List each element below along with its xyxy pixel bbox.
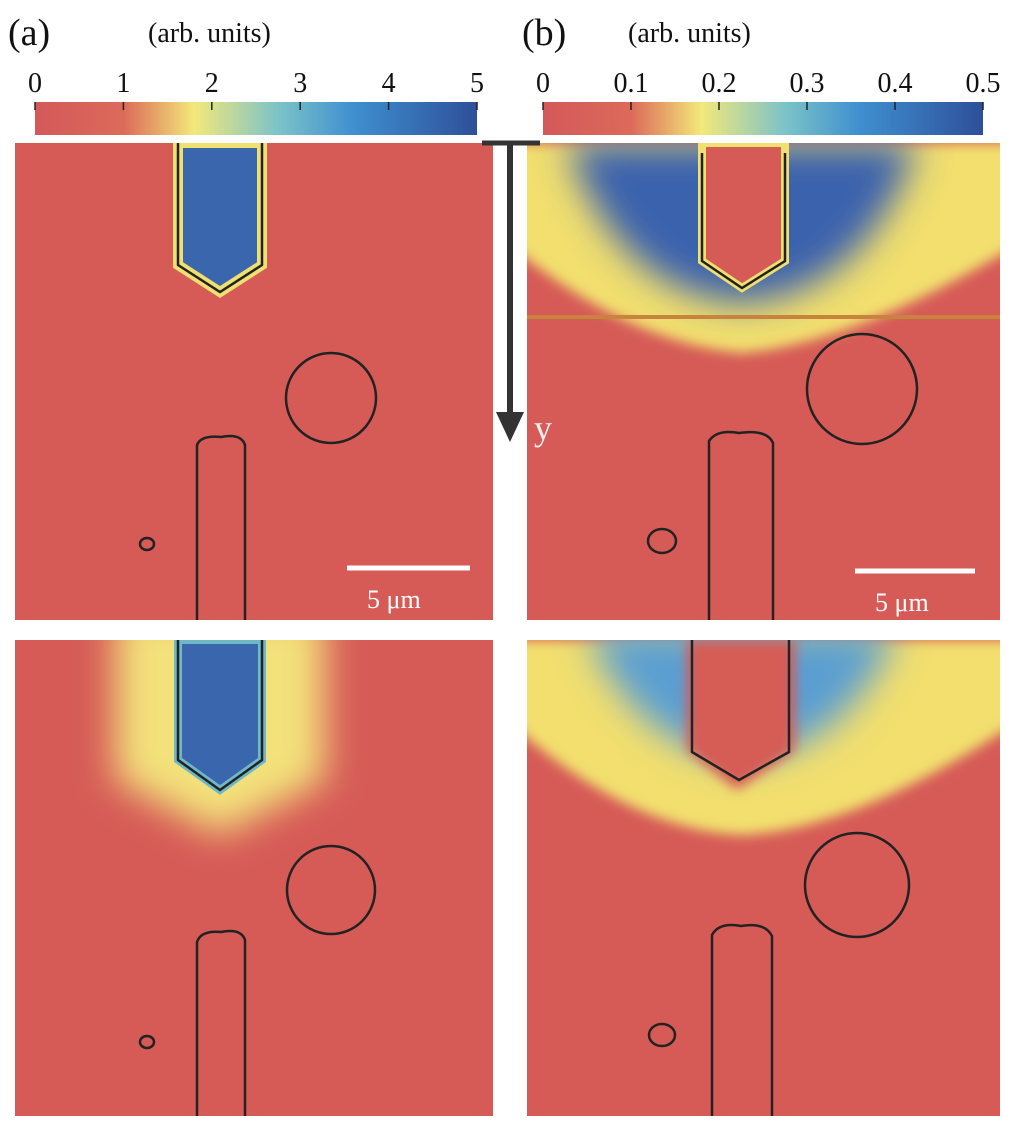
colorbar-tick-label: 0.3 xyxy=(790,68,825,99)
colorbar-tick-label: 3 xyxy=(293,68,307,99)
colorbar-tick-label: 0.5 xyxy=(966,68,1001,99)
header: (a) (arb. units) (b) (arb. units) xyxy=(8,12,983,135)
scale-bar-label: 5 μm xyxy=(367,585,421,614)
colorbar-unit: (arb. units) xyxy=(628,18,751,49)
colorbar-tick-label: 4 xyxy=(382,68,396,99)
scale-bar-label: 5 μm xyxy=(875,588,929,617)
colorbar-tick-label: 0 xyxy=(536,68,550,99)
colorbar xyxy=(543,102,983,135)
colorbar-unit: (arb. units) xyxy=(148,18,271,49)
colorbar-tick-label: 0.2 xyxy=(702,68,737,99)
figure: (a) (arb. units) (b) (arb. units) 5 μm xyxy=(0,0,1013,1116)
colorbar-tick-label: 2 xyxy=(205,68,219,99)
colorbar-tick-label: 5 xyxy=(470,68,484,99)
axis-label: y xyxy=(534,408,552,448)
map-panel: 5 μm xyxy=(15,143,493,620)
map-panel xyxy=(15,610,493,1116)
colorbar-tick-label: 0 xyxy=(28,68,42,99)
colorbar-tick-label: 0.4 xyxy=(878,68,913,99)
panel-label: (a) xyxy=(8,12,50,54)
colorbar xyxy=(35,102,477,135)
map-panel: 5 μm xyxy=(507,143,1013,620)
panel-label: (b) xyxy=(522,12,566,54)
colorbar-tick-label: 0.1 xyxy=(614,68,649,99)
map-panel xyxy=(507,630,1013,1116)
colorbar-tick-label: 1 xyxy=(116,68,130,99)
